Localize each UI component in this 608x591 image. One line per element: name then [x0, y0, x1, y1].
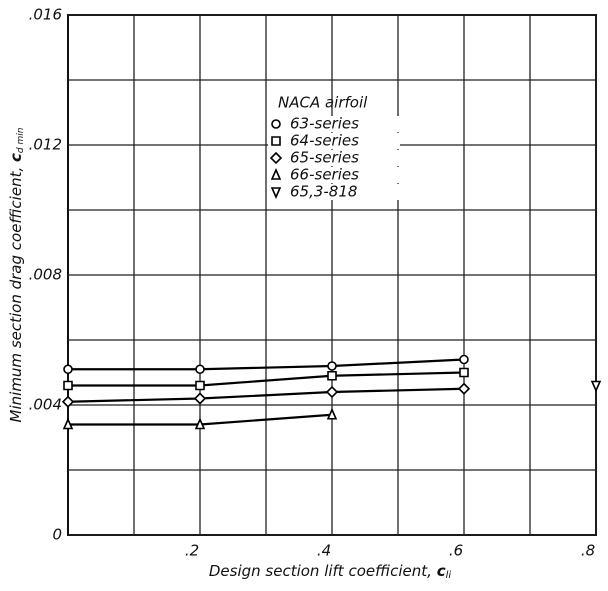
y-axis-label: Minimum section drag coefficient, cd min [7, 127, 26, 422]
series-line [68, 371, 465, 387]
data-point [195, 380, 205, 391]
legend-label: 65-series [290, 149, 359, 167]
series-line [67, 387, 465, 403]
y-tick-label: .008 [29, 266, 62, 284]
y-tick-label: .016 [29, 6, 62, 24]
y-tick-label: 0 [52, 526, 62, 544]
y-label-symbol: c [7, 153, 25, 162]
x-tick-label: .4 [317, 542, 331, 560]
x-label-subscript: li [446, 570, 452, 581]
data-point [63, 380, 73, 391]
data-point [325, 385, 339, 399]
legend-label: 63-series [290, 115, 359, 133]
x-label-text: Design section lift coefficient, [209, 562, 432, 580]
y-tick-label: .004 [29, 396, 62, 414]
legend-marker [271, 119, 281, 129]
y-tick-label: .012 [29, 136, 62, 154]
x-label-symbol: c [437, 562, 446, 580]
data-point [327, 361, 337, 371]
legend-bg [268, 167, 400, 183]
series-line [68, 358, 465, 371]
data-point [459, 354, 469, 365]
legend-marker [271, 136, 281, 146]
legend-label: 64-series [290, 132, 359, 150]
data-point [590, 380, 602, 393]
y-label-text: Minimum section drag coefficient, [7, 167, 25, 423]
y-label-subscript: d min [16, 127, 26, 153]
legend-title: NACA airfoil [278, 94, 368, 112]
data-point [63, 364, 73, 375]
data-point [459, 367, 469, 378]
legend-marker [270, 168, 282, 180]
data-point [326, 407, 338, 420]
x-tick-label: .2 [185, 542, 199, 560]
data-point [457, 382, 471, 395]
legend-label: 65,3-818 [290, 183, 357, 201]
legend-label: 66-series [290, 166, 359, 184]
data-point [62, 417, 74, 430]
x-tick-label: .6 [449, 542, 463, 560]
legend-marker [270, 187, 282, 199]
data-point [327, 370, 337, 381]
x-axis-label: Design section lift coefficient, cli [209, 562, 452, 582]
legend-bg [268, 184, 400, 200]
data-point [61, 395, 75, 408]
legend-bg [268, 116, 400, 132]
data-point [195, 364, 205, 375]
data-point [193, 392, 207, 405]
legend-bg [268, 150, 400, 166]
legend-marker [269, 151, 283, 165]
legend-bg [268, 133, 400, 149]
data-point [194, 417, 206, 430]
x-tick-label: .8 [581, 542, 595, 560]
